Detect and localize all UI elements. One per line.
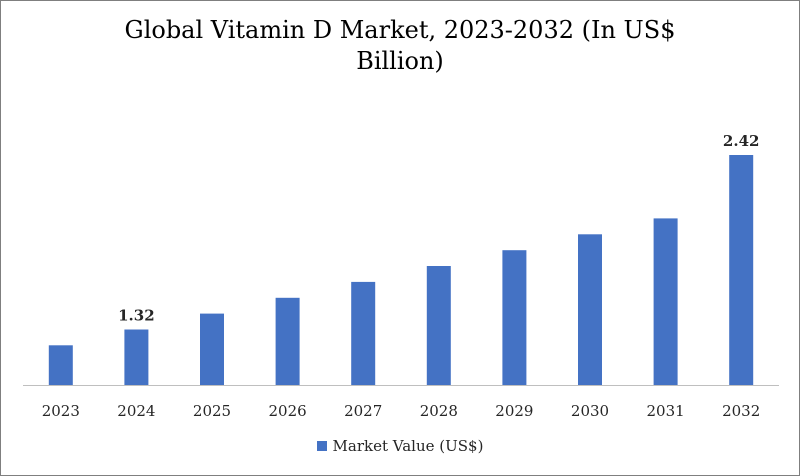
bar-2027: [351, 281, 376, 385]
chart-title: Global Vitamin D Market, 2023-2032 (In U…: [1, 15, 799, 77]
x-tick-label-2031: 2031: [647, 402, 685, 420]
bar-2031: [653, 218, 678, 385]
bar-2026: [275, 297, 300, 385]
bar-2024: [124, 329, 149, 385]
x-tick-label-2032: 2032: [722, 402, 760, 420]
bar-2030: [578, 234, 602, 385]
legend: Market Value (US$): [1, 437, 799, 455]
chart-title-line-1: Global Vitamin D Market, 2023-2032 (In U…: [124, 16, 676, 44]
bar-2032: [729, 155, 754, 385]
bar-2023: [48, 345, 73, 385]
chart-title-line-2: Billion): [356, 47, 444, 75]
bar-2029: [502, 250, 527, 385]
x-tick-label-2024: 2024: [117, 402, 155, 420]
x-tick-label-2030: 2030: [571, 402, 609, 420]
x-tick-label-2028: 2028: [420, 402, 458, 420]
data-label-2024: 1.32: [118, 307, 155, 325]
bar-2028: [426, 266, 451, 385]
x-tick-label-2025: 2025: [193, 402, 231, 420]
x-tick-label-2027: 2027: [344, 402, 382, 420]
x-tick-label-2023: 2023: [42, 402, 80, 420]
bar-2025: [200, 313, 224, 385]
x-tick-label-2026: 2026: [269, 402, 307, 420]
x-tick-label-2029: 2029: [495, 402, 533, 420]
legend-label: Market Value (US$): [332, 437, 484, 455]
data-label-2032: 2.42: [723, 132, 760, 150]
legend-swatch: [316, 441, 327, 451]
